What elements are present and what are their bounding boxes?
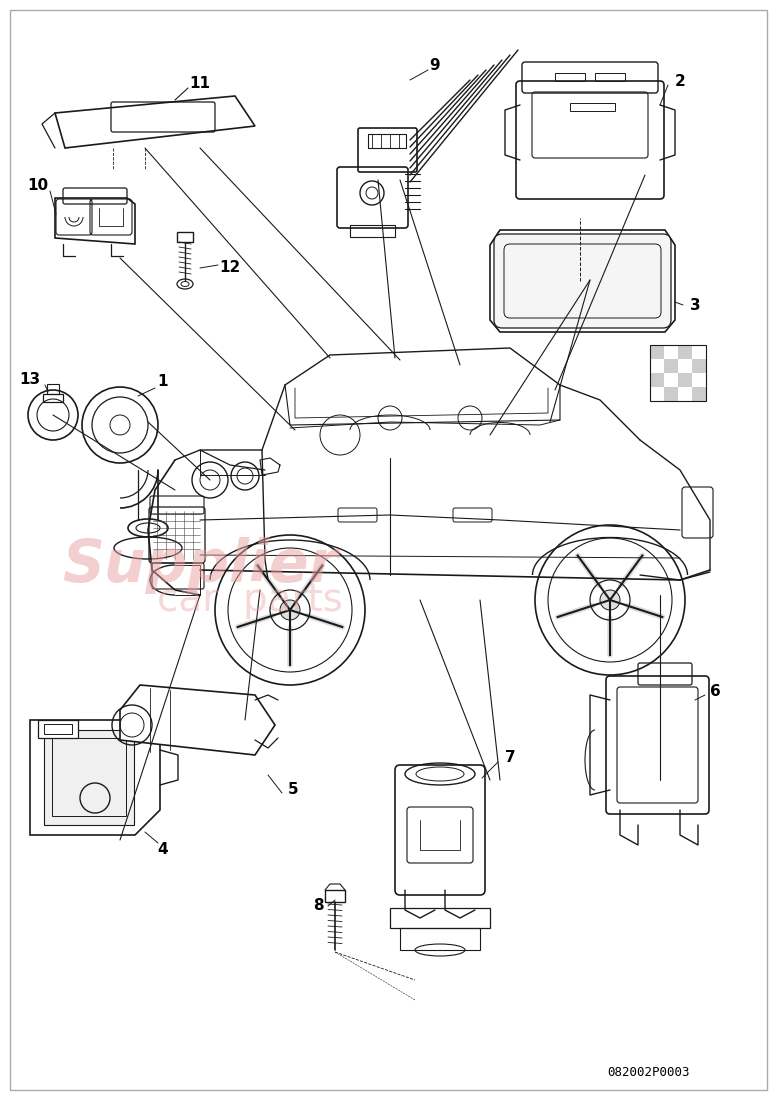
Polygon shape bbox=[30, 720, 160, 835]
Bar bbox=[692, 359, 706, 373]
Polygon shape bbox=[55, 198, 135, 244]
Bar bbox=[47, 384, 59, 394]
Bar bbox=[692, 387, 706, 402]
Polygon shape bbox=[490, 230, 675, 332]
Text: 8: 8 bbox=[312, 898, 323, 913]
Bar bbox=[44, 724, 72, 734]
Bar bbox=[390, 908, 490, 928]
Bar bbox=[177, 232, 193, 242]
Text: 10: 10 bbox=[27, 178, 48, 194]
Text: 5: 5 bbox=[287, 782, 298, 797]
Bar bbox=[595, 73, 625, 81]
Text: Supplier: Supplier bbox=[62, 537, 338, 594]
Bar bbox=[650, 373, 664, 387]
Text: 9: 9 bbox=[430, 57, 441, 73]
Bar bbox=[650, 345, 706, 401]
Text: 7: 7 bbox=[505, 750, 515, 766]
Text: 1: 1 bbox=[158, 374, 169, 389]
Bar bbox=[350, 226, 395, 236]
Text: 12: 12 bbox=[219, 261, 241, 275]
Polygon shape bbox=[120, 685, 275, 755]
Text: 6: 6 bbox=[709, 684, 720, 700]
Text: 11: 11 bbox=[190, 76, 211, 90]
Bar bbox=[368, 134, 406, 148]
Text: 082002P0003: 082002P0003 bbox=[607, 1066, 689, 1078]
Bar bbox=[325, 890, 345, 902]
Text: 2: 2 bbox=[674, 75, 685, 89]
Bar bbox=[650, 345, 664, 359]
Bar bbox=[52, 738, 126, 816]
Bar bbox=[570, 103, 615, 111]
Text: 13: 13 bbox=[19, 373, 40, 387]
Circle shape bbox=[600, 590, 620, 610]
Bar bbox=[678, 373, 692, 387]
Bar bbox=[38, 720, 78, 738]
Bar bbox=[664, 359, 678, 373]
Circle shape bbox=[280, 600, 300, 620]
Text: 4: 4 bbox=[158, 843, 169, 858]
Text: car  parts: car parts bbox=[157, 581, 343, 619]
Bar bbox=[400, 928, 480, 950]
Bar bbox=[664, 387, 678, 402]
Bar bbox=[678, 345, 692, 359]
Bar bbox=[44, 730, 134, 825]
Text: 3: 3 bbox=[690, 297, 700, 312]
FancyBboxPatch shape bbox=[494, 234, 671, 328]
Polygon shape bbox=[55, 96, 255, 148]
Bar bbox=[555, 73, 585, 81]
Bar bbox=[43, 394, 63, 402]
